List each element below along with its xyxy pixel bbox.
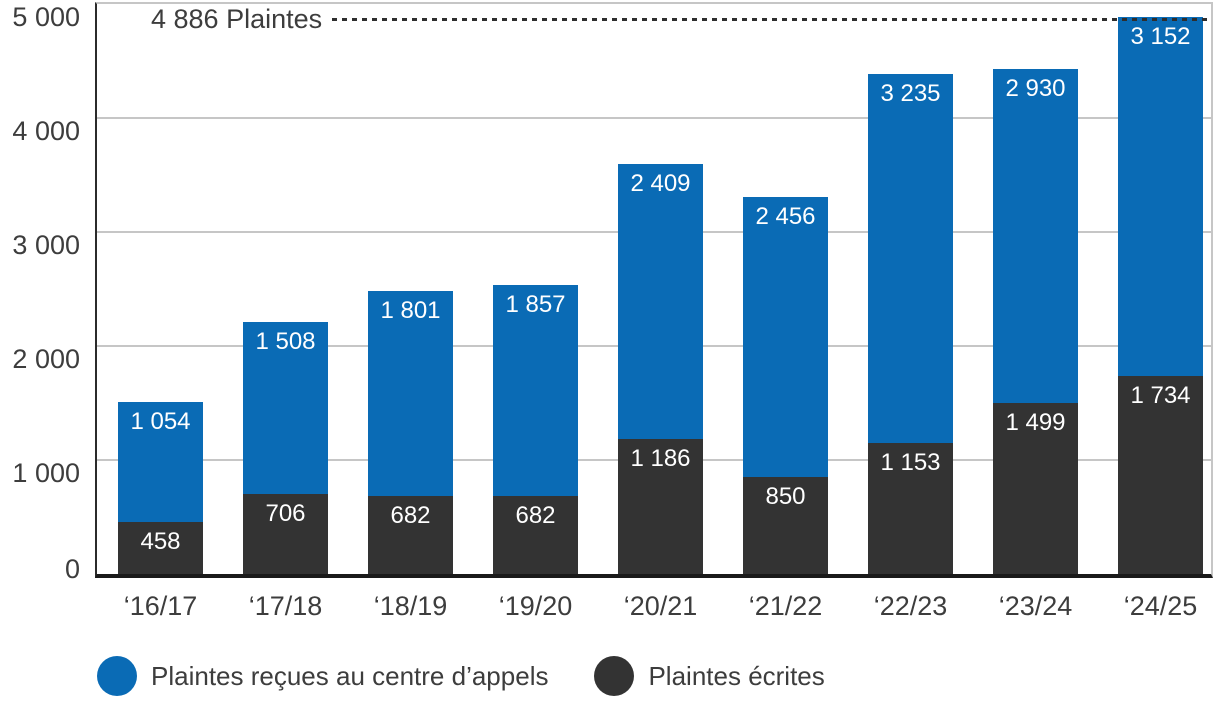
- bar-segment-appels: 2 930: [993, 69, 1078, 404]
- bar-segment-ecrites: 850: [743, 477, 828, 574]
- y-tick-label: 0: [64, 554, 80, 584]
- bar-value-label: 682: [390, 502, 431, 530]
- x-tick-label: ‘22/23: [873, 591, 948, 621]
- bar: 1 857 682 ‘19/20: [493, 4, 578, 621]
- bar-segment-ecrites: 1 186: [618, 438, 703, 574]
- bar-value-label: 1 054: [130, 407, 191, 435]
- bars-container: 1 054 458 ‘16/17 1 508 706 ‘17/18 1 801 682 ‘18/…: [97, 4, 1211, 621]
- x-tick-label: ‘21/22: [748, 591, 823, 621]
- bar: 3 235 1 153 ‘22/23: [868, 4, 953, 621]
- legend-label-ecrites: Plaintes écrites: [648, 660, 825, 691]
- bar: 1 054 458 ‘16/17: [118, 4, 203, 621]
- bar-value-label: 1 857: [505, 290, 566, 318]
- bar-segment-appels: 3 152: [1118, 17, 1203, 377]
- x-tick-label: ‘18/19: [373, 591, 448, 621]
- bar-value-label: 1 508: [255, 327, 316, 355]
- bar-segment-ecrites: 1 499: [993, 403, 1078, 574]
- x-tick-label: ‘19/20: [498, 591, 573, 621]
- bar-segment-ecrites: 706: [243, 493, 328, 574]
- x-tick-label: ‘17/18: [248, 591, 323, 621]
- legend: Plaintes reçues au centre d’appels Plain…: [0, 652, 1224, 700]
- bar-value-label: 1 734: [1130, 382, 1191, 410]
- plot-area: 1 054 458 ‘16/17 1 508 706 ‘17/18 1 801 682 ‘18/…: [95, 2, 1213, 621]
- bar-segment-appels: 2 456: [743, 197, 828, 478]
- legend-dot-dark-icon: [594, 656, 635, 696]
- x-tick-label: ‘16/17: [123, 591, 198, 621]
- legend-item-appels: Plaintes reçues au centre d’appels: [97, 656, 548, 696]
- bar-value-label: 2 930: [1005, 75, 1066, 103]
- x-tick-label: ‘23/24: [998, 591, 1073, 621]
- bar-value-label: 1 186: [630, 444, 691, 472]
- bar: 2 930 1 499 ‘23/24: [993, 4, 1078, 621]
- y-tick-label: 5 000: [12, 2, 80, 32]
- bar-value-label: 682: [515, 502, 556, 530]
- bar-value-label: 850: [765, 483, 806, 511]
- bar-segment-appels: 3 235: [868, 73, 953, 443]
- y-tick-label: 1 000: [12, 458, 80, 488]
- bar: 3 152 1 734 ‘24/25: [1118, 4, 1203, 621]
- bar: 1 508 706 ‘17/18: [243, 4, 328, 621]
- bar-value-label: 1 153: [880, 448, 941, 476]
- y-tick-label: 3 000: [12, 230, 80, 260]
- annotation-dotted-line: [332, 17, 1211, 21]
- legend-label-appels: Plaintes reçues au centre d’appels: [151, 660, 549, 691]
- bar-segment-appels: 1 054: [118, 401, 203, 522]
- bar: 2 409 1 186 ‘20/21: [618, 4, 703, 621]
- x-tick-label: ‘20/21: [623, 591, 698, 621]
- bar-segment-ecrites: 1 734: [1118, 376, 1203, 574]
- bar-value-label: 3 152: [1130, 23, 1191, 51]
- y-tick-label: 4 000: [12, 116, 80, 146]
- bar-value-label: 706: [265, 499, 306, 527]
- bar-segment-ecrites: 682: [368, 496, 453, 574]
- bar-segment-ecrites: 1 153: [868, 442, 953, 574]
- bar-segment-ecrites: 458: [118, 521, 203, 574]
- x-tick-label: ‘24/25: [1123, 591, 1198, 621]
- annotation-label: 4 886 Plaintes: [151, 3, 323, 34]
- y-tick-label: 2 000: [12, 344, 80, 374]
- bar-value-label: 3 235: [880, 79, 941, 107]
- bar-value-label: 2 409: [630, 170, 691, 198]
- bar: 2 456 850 ‘21/22: [743, 4, 828, 621]
- bar-segment-appels: 2 409: [618, 164, 703, 439]
- bar-segment-ecrites: 682: [493, 496, 578, 574]
- bar-segment-appels: 1 508: [243, 321, 328, 494]
- bar-value-label: 1 801: [380, 296, 441, 324]
- bar-segment-appels: 1 857: [493, 284, 578, 497]
- bar-value-label: 2 456: [755, 203, 816, 231]
- bar-segment-appels: 1 801: [368, 290, 453, 497]
- bar-value-label: 1 499: [1005, 409, 1066, 437]
- bar-value-label: 458: [140, 527, 181, 555]
- bar: 1 801 682 ‘18/19: [368, 4, 453, 621]
- annotation: 4 886 Plaintes: [97, 4, 1211, 34]
- legend-item-ecrites: Plaintes écrites: [594, 656, 825, 696]
- legend-dot-blue-icon: [97, 656, 137, 696]
- gridline: [97, 117, 1211, 119]
